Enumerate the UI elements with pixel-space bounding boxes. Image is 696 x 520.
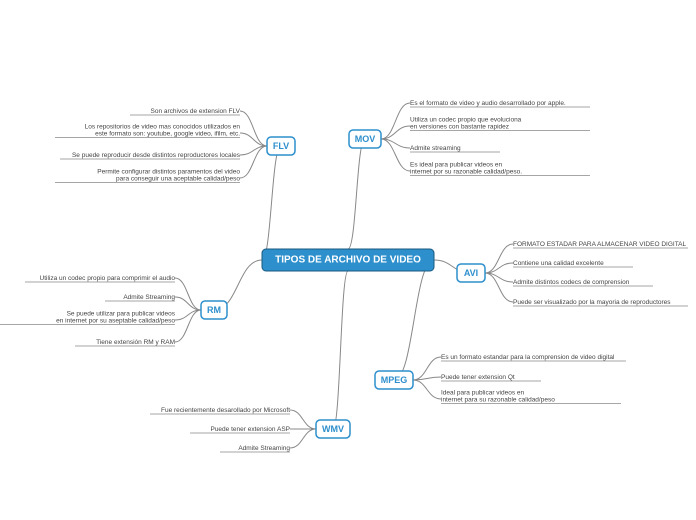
connector-rm-leaf (175, 297, 201, 310)
leaf-flv-0: Son archivos de extension FLV (151, 108, 241, 115)
leaf-mov-1: Utiliza un codec propio que evolucionaen… (410, 116, 522, 130)
leaf-avi-3: Puede ser visualizado por la mayoria de … (513, 299, 671, 306)
leaf-mpeg-2: Ideal para publicar videos eninternet pa… (441, 389, 555, 403)
connector-mov-leaf (381, 103, 410, 139)
node-label-rm: RM (207, 305, 221, 315)
leaf-mpeg-0: Es un formato estandar para la comprensi… (441, 354, 615, 361)
connector-mov-leaf (381, 126, 410, 139)
leaf-wmv-2: Admite Streaming (238, 445, 290, 452)
node-label-flv: FLV (273, 141, 289, 151)
leaf-mov-0: Es el formato de video y audio desarroll… (410, 100, 566, 107)
center-label: TIPOS DE ARCHIVO DE VIDEO (275, 255, 421, 266)
node-label-mov: MOV (355, 134, 376, 144)
leaf-rm-0: Utiliza un codec propio para comprimir e… (40, 275, 176, 282)
connector-wmv-leaf (290, 410, 316, 429)
leaf-mov-2: Admite streaming (410, 145, 461, 152)
leaf-rm-3: Tiene extensión RM y RAM (96, 339, 175, 346)
connector-avi-leaf (485, 244, 513, 273)
connector-flv-leaf (240, 133, 267, 146)
leaf-flv-1: Los repositorios de video mas conocidos … (85, 123, 241, 137)
connector-rm-leaf (175, 278, 201, 310)
leaf-rm-1: Admite Streaming (123, 294, 175, 301)
leaf-wmv-0: Fue recientemente desarollado por Micros… (161, 407, 290, 414)
leaf-mpeg-1: Puede tener extension Qt (441, 374, 515, 381)
connector-center-wmv (333, 271, 348, 429)
connector-mpeg-leaf (413, 357, 441, 380)
node-label-wmv: WMV (322, 424, 344, 434)
node-label-mpeg: MPEG (381, 375, 408, 385)
connector-mpeg-leaf (413, 380, 441, 399)
leaf-rm-2: Se puede utilizar para publicar videosen… (56, 310, 176, 324)
connector-center-mov (348, 139, 365, 249)
leaf-flv-3: Permite configurar distintos paramentos … (97, 168, 240, 182)
leaf-avi-2: Admite distintos codecs de comprension (513, 279, 630, 286)
leaf-flv-2: Se puede reproducir desde distintos repr… (72, 152, 241, 159)
connector-center-mpeg (394, 260, 434, 380)
connector-center-flv (262, 146, 281, 260)
leaf-wmv-1: Puede tener extension ASP (210, 426, 290, 433)
connector-wmv-leaf (290, 429, 316, 448)
mindmap-canvas: MOV Es el formato de video y audio desarr… (0, 0, 696, 520)
leaf-avi-1: Contiene una calidad excelente (513, 260, 604, 267)
node-label-avi: AVI (464, 268, 478, 278)
connector-mpeg-leaf (413, 377, 441, 380)
connector-flv-leaf (240, 111, 267, 146)
leaf-avi-0: FORMATO ESTADAR PARA ALMACENAR VIDEO DIG… (513, 241, 687, 248)
leaf-mov-3: Es ideal para publicar videos eninternet… (410, 161, 522, 175)
